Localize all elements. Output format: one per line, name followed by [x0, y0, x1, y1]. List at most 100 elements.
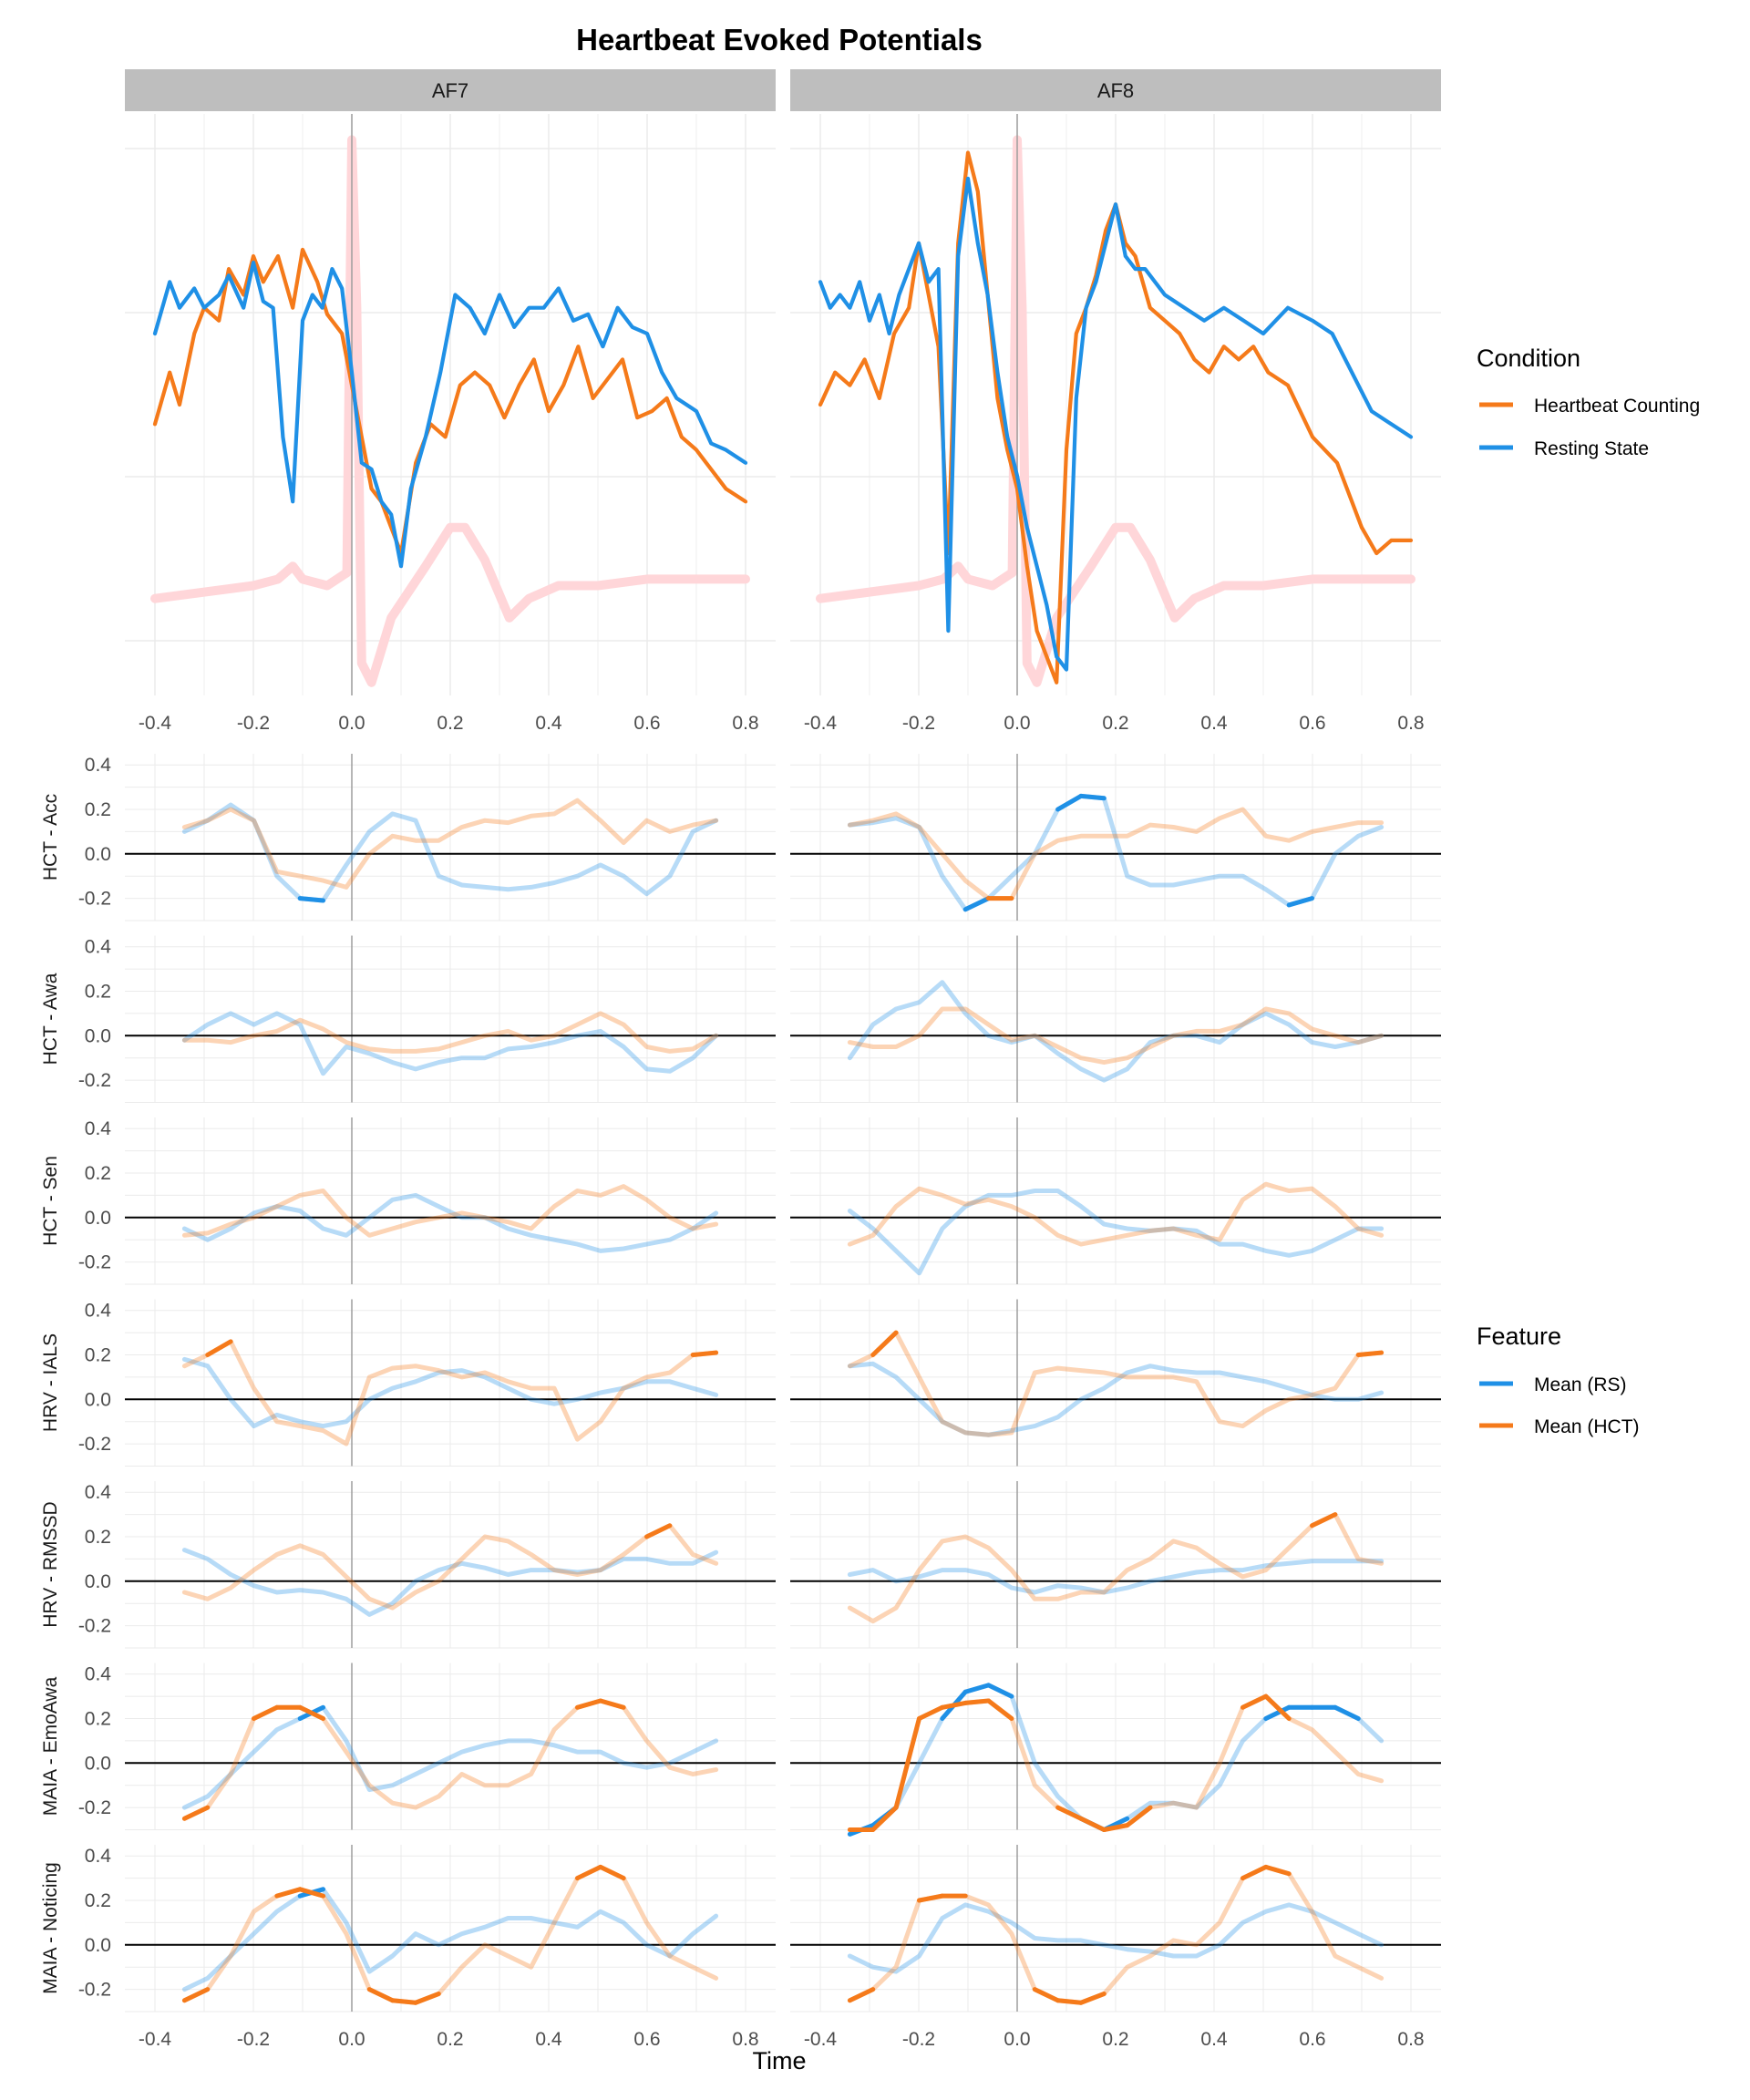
series-mean-hct-significant	[893, 1716, 921, 1810]
x-tick-label: 0.2	[1102, 713, 1128, 734]
x-tick-label: 0.2	[1102, 2029, 1128, 2050]
series-mean-rs	[181, 1548, 719, 1617]
series-mean-rs-significant	[962, 1683, 992, 1694]
x-tick-label: 0.6	[1299, 713, 1325, 734]
legend-label-resting-state: Resting State	[1534, 438, 1649, 459]
series-mean-rs	[847, 1361, 1385, 1437]
series-mean-hct-significant	[598, 1698, 626, 1710]
series-mean-hct-significant	[1055, 1998, 1084, 2005]
series-mean-rs-significant	[1263, 1704, 1292, 1721]
series-ecg-af8	[816, 135, 1415, 687]
series-mean-hct-significant	[251, 1704, 280, 1721]
x-tick-label: 0.2	[437, 2029, 463, 2050]
y-tick-label: 0.4	[85, 755, 112, 776]
y-tick-label: 0.2	[85, 1163, 111, 1184]
corr-panel-hrv-rmssd-af7	[125, 1481, 776, 1649]
series-mean-hct	[181, 798, 719, 890]
strip-af8	[790, 69, 1441, 111]
corr-panel-hct-sen-af8	[790, 1117, 1441, 1285]
y-tick-label: 0.4	[85, 1118, 112, 1139]
series-mean-hct	[847, 1330, 1385, 1437]
y-tick-label: -0.2	[78, 1434, 111, 1455]
y-tick-label: 0.2	[85, 1709, 111, 1730]
y-tick-label: 0.2	[85, 1890, 111, 1911]
series-mean-hct-significant	[690, 1350, 719, 1357]
x-tick-label: 0.8	[1397, 713, 1424, 734]
series-mean-hct-significant	[1055, 1805, 1084, 1821]
y-tick-label: 0.4	[85, 1482, 112, 1503]
series-mean-hct-significant	[1125, 1805, 1153, 1828]
series-resting-state-af8	[818, 176, 1414, 672]
series-mean-hct-significant	[1355, 1350, 1385, 1357]
series-mean-rs	[181, 1011, 719, 1076]
corr-panel-hrv-ials-af8	[790, 1299, 1441, 1467]
series-mean-hct-significant	[366, 1987, 396, 2003]
y-tick-label: 0.0	[85, 1389, 111, 1410]
series-mean-hct-significant	[1240, 1864, 1269, 1881]
legend-condition: Condition Heartbeat Counting Resting Sta…	[1477, 345, 1700, 459]
series-mean-hct-significant	[598, 1864, 626, 1881]
x-tick-label: 0.0	[338, 713, 365, 734]
series-mean-rs	[181, 1356, 719, 1429]
series-mean-hct-significant	[574, 1864, 603, 1881]
series-mean-hct-significant	[847, 1987, 876, 2003]
x-tick-label: -0.4	[139, 713, 172, 734]
legend-label-mean-rs: Mean (RS)	[1534, 1374, 1627, 1395]
series-mean-hct-significant	[916, 1893, 945, 1903]
series-resting-state-af7	[152, 260, 748, 569]
series-mean-hct-significant	[644, 1523, 673, 1539]
x-tick-label: 0.8	[732, 713, 758, 734]
series-mean-hct-significant	[181, 1987, 211, 2003]
series-mean-hct-significant	[274, 1887, 303, 1899]
series-mean-hct-significant	[1310, 1512, 1338, 1529]
y-tick-label: 0.0	[85, 1571, 111, 1592]
x-tick-label: 0.6	[633, 713, 660, 734]
series-mean-rs-significant	[1286, 896, 1315, 908]
panel-af7: AF7 -0.4 -0.2 0.0 0.2 0.4 0.6 0.8	[125, 69, 776, 734]
row-label-hct-awa: HCT - Awa	[40, 973, 61, 1065]
corr-panel-hct-sen-af7	[125, 1117, 776, 1285]
corr-panel-hct-acc-af8	[790, 754, 1441, 921]
series-mean-rs	[181, 1887, 719, 1992]
series-mean-hct-significant	[940, 1700, 968, 1710]
series-mean-rs	[181, 1704, 719, 1810]
y-tick-label: -0.2	[78, 1797, 111, 1818]
y-tick-label: -0.2	[78, 1252, 111, 1273]
legend-condition-title: Condition	[1477, 345, 1580, 372]
corr-panel-maia-emoawa-af7	[125, 1662, 776, 1830]
x-tick-label: 0.0	[1004, 2029, 1030, 2050]
correlation-panels: HCT - Acc 0.4 0.2 0.0 -0.2 HCT - Awa 0.4 0.2 0.0…	[40, 754, 1441, 2050]
y-tick-label: 0.4	[85, 937, 112, 958]
y-tick-label: 0.0	[85, 1753, 111, 1774]
y-tick-label: 0.0	[85, 1208, 111, 1229]
series-mean-hct	[847, 1181, 1385, 1247]
series-mean-hct-significant	[986, 1698, 1014, 1721]
series-mean-rs	[181, 1192, 719, 1253]
corr-panel-maia-emoawa-af8	[790, 1662, 1441, 1837]
corr-panel-maia-noticing-af8: -0.4 -0.2 0.0 0.2 0.4 0.6 0.8	[790, 1845, 1441, 2050]
corr-panel-hct-acc-af7	[125, 754, 776, 921]
series-mean-hct-significant	[870, 1805, 899, 1832]
y-tick-label: 0.0	[85, 1025, 111, 1046]
x-tick-label: 0.4	[1200, 2029, 1228, 2050]
series-mean-rs	[181, 802, 719, 903]
strip-af7	[125, 69, 776, 111]
x-tick-label: -0.2	[237, 2029, 270, 2050]
y-tick-label: -0.2	[78, 1980, 111, 2001]
series-mean-hct-significant	[870, 1330, 899, 1357]
series-mean-hct	[181, 1339, 719, 1446]
series-mean-hct-significant	[1078, 1816, 1107, 1832]
corr-panel-hct-awa-af8	[790, 935, 1441, 1103]
series-mean-hct-significant	[1240, 1693, 1269, 1710]
x-tick-label: 0.6	[633, 2029, 660, 2050]
series-mean-rs	[847, 1902, 1385, 1974]
series-mean-hct-significant	[574, 1698, 603, 1710]
x-tick-label: 0.8	[732, 2029, 758, 2050]
series-mean-rs	[847, 1189, 1385, 1276]
series-mean-hct-significant	[1032, 1987, 1061, 2003]
series-mean-hct-significant	[916, 1704, 945, 1721]
corr-panel-maia-noticing-af7: -0.4 -0.2 0.0 0.2 0.4 0.6 0.8	[125, 1845, 776, 2050]
y-tick-label: 0.0	[85, 1935, 111, 1956]
x-tick-label: -0.2	[237, 713, 270, 734]
